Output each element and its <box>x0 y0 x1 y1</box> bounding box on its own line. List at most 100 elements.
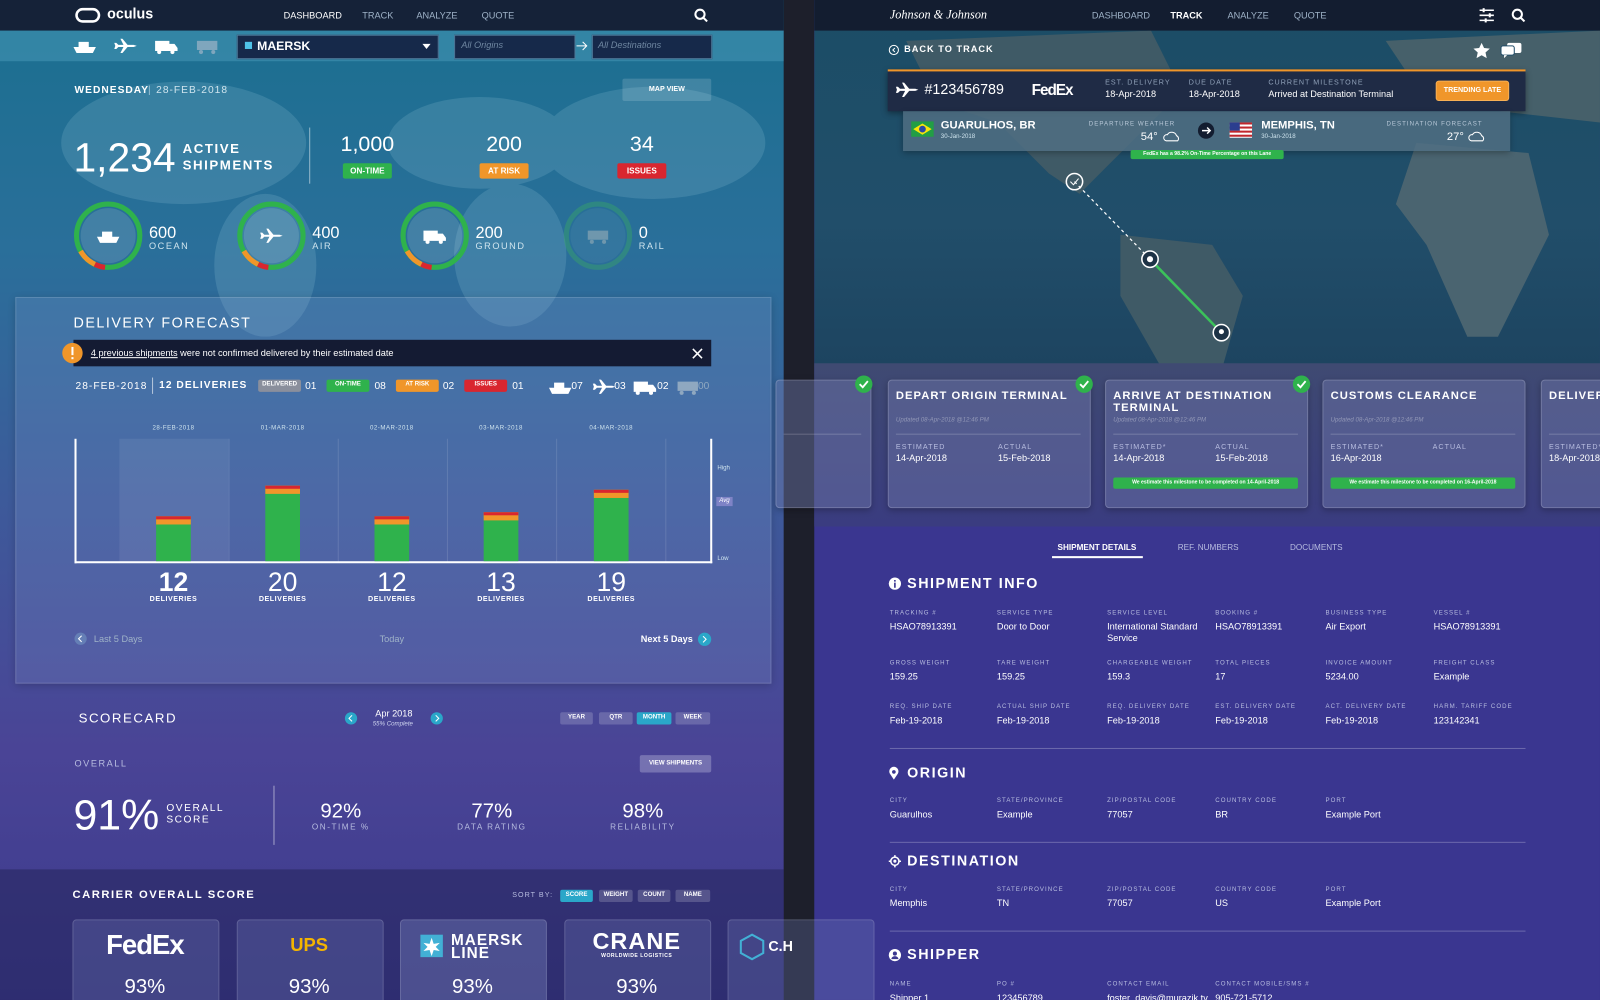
sort-chip[interactable]: NAME <box>683 892 702 899</box>
mode-label: RAIL <box>638 241 666 252</box>
milestone-card[interactable] <box>1540 379 1600 509</box>
nav-link[interactable]: TRACK <box>362 10 394 21</box>
sort-chip-bg[interactable] <box>560 889 593 903</box>
bar-risk <box>374 515 410 525</box>
estimated-label: ESTIMATED* <box>1113 443 1167 451</box>
view-shipments-button-bg[interactable] <box>639 755 712 773</box>
tab[interactable]: DOCUMENTS <box>1290 542 1343 553</box>
range-chip[interactable]: YEAR <box>568 714 586 721</box>
estimated-value: 16-Apr-2018 <box>1330 453 1382 464</box>
overall-label: OVERALL <box>74 758 128 769</box>
status-chip-bg[interactable] <box>342 163 392 179</box>
sort-chip-bg[interactable] <box>637 889 671 903</box>
mode-count: 02 <box>657 380 669 392</box>
field-value: 17 <box>1215 671 1226 683</box>
status-badge-bg[interactable] <box>1436 81 1509 100</box>
summary-chip-bg[interactable] <box>464 379 508 392</box>
field-label: STATE/PROVINCE <box>996 798 1064 805</box>
carrier-logo: C.H <box>768 938 793 955</box>
status-chip-bg[interactable] <box>617 163 667 179</box>
nav-link[interactable]: QUOTE <box>1293 10 1327 21</box>
summary-chip[interactable]: ON-TIME <box>335 381 361 389</box>
summary-chip[interactable]: DELIVERED <box>262 381 298 389</box>
active-label: ACTIVE <box>182 140 241 157</box>
range-chip-bg[interactable] <box>560 712 593 725</box>
status-badge[interactable]: TRENDING LATE <box>1443 86 1502 94</box>
range-chip[interactable]: WEEK <box>683 714 703 721</box>
summary-chip-bg[interactable] <box>326 379 370 392</box>
range-chip-bg[interactable] <box>675 712 711 725</box>
back-link[interactable]: BACK TO TRACK <box>904 44 994 55</box>
field-label: EST. DELIVERY DATE <box>1215 704 1296 711</box>
carrier-value: MAERSK <box>257 38 311 53</box>
destination-input[interactable] <box>591 34 713 60</box>
sort-chip-bg[interactable] <box>675 889 711 903</box>
carrier-score: 93% <box>288 975 330 998</box>
maersk-star <box>420 934 443 958</box>
status-chip[interactable]: ISSUES <box>626 165 657 176</box>
tab[interactable]: REF. NUMBERS <box>1177 542 1239 553</box>
range-chip[interactable]: QTR <box>609 714 623 721</box>
range-chip-bg[interactable] <box>636 712 672 725</box>
range-chip-bg[interactable] <box>598 712 633 725</box>
status-chip-bg[interactable] <box>479 163 529 179</box>
milestone-card[interactable] <box>775 379 872 509</box>
day-label: DELIVERIES <box>258 595 307 603</box>
summary-chip-bg[interactable] <box>258 379 302 392</box>
field-value: Example <box>1433 671 1470 683</box>
view-shipments-button[interactable]: VIEW SHIPMENTS <box>648 759 703 767</box>
field-label: BUSINESS TYPE <box>1325 610 1388 617</box>
field-label: GROSS WEIGHT <box>889 660 951 667</box>
actual-value: 15-Feb-2018 <box>1215 453 1268 464</box>
prev-link[interactable]: Last 5 Days <box>93 634 143 645</box>
milestone-band <box>814 363 1600 527</box>
nav-link[interactable]: DASHBOARD <box>1091 10 1151 21</box>
nav-link[interactable]: QUOTE <box>481 10 515 21</box>
chart-axis-y <box>74 438 77 564</box>
nav-link[interactable]: ANALYZE <box>416 10 458 21</box>
period: Apr 2018 <box>375 708 413 719</box>
check <box>1292 375 1311 393</box>
carrier-card[interactable] <box>72 919 220 1000</box>
tab[interactable]: SHIPMENT DETAILS <box>1057 542 1137 553</box>
carrier-card[interactable] <box>399 919 547 1000</box>
next-link[interactable]: Next 5 Days <box>640 634 693 645</box>
alert-link[interactable]: 4 previous shipments <box>90 347 178 359</box>
divider <box>309 127 311 184</box>
status-value: 200 <box>486 132 522 157</box>
sort-chip[interactable]: COUNT <box>643 892 665 899</box>
chart-column-line <box>446 438 448 563</box>
status-chip[interactable]: AT RISK <box>488 165 521 176</box>
field-value: Example Port <box>1325 898 1381 909</box>
carrier-logo: MAERSK LINE <box>451 931 524 962</box>
carrier-card[interactable] <box>236 919 384 1000</box>
carrier-select[interactable] <box>236 34 439 60</box>
date-value: 28-FEB-2018 <box>156 84 229 96</box>
summary-chip-bg[interactable] <box>395 379 439 392</box>
sort-chip[interactable]: WEIGHT <box>603 892 629 899</box>
mode-label: GROUND <box>475 241 526 252</box>
field-value: 77057 <box>1107 809 1133 820</box>
nav-link[interactable]: TRACK <box>1170 10 1203 21</box>
range-chip[interactable]: MONTH <box>642 714 666 721</box>
milestone-card[interactable] <box>887 379 1091 509</box>
milestone-updated: Updated 08-Apr-2018 @12:46 PM <box>1113 417 1207 424</box>
nav-link[interactable]: ANALYZE <box>1227 10 1269 21</box>
field-label: PORT <box>1325 886 1347 894</box>
sort-chip[interactable]: SCORE <box>565 892 588 899</box>
map-view-button-bg[interactable] <box>622 78 712 102</box>
map-view-button[interactable]: MAP VIEW <box>648 85 685 93</box>
summary-count: 02 <box>442 380 455 392</box>
carrier-card[interactable] <box>564 919 712 1000</box>
nav-link[interactable]: DASHBOARD <box>283 10 342 21</box>
bar-risk <box>483 512 519 521</box>
summary-chip[interactable]: AT RISK <box>405 381 430 389</box>
origin-input[interactable] <box>454 34 576 60</box>
estimated-value: 14-Apr-2018 <box>1113 453 1165 464</box>
today-link[interactable]: Today <box>379 634 405 645</box>
sort-chip-bg[interactable] <box>598 889 633 903</box>
summary-chip[interactable]: ISSUES <box>474 381 497 389</box>
status-chip[interactable]: ON-TIME <box>350 165 385 176</box>
milestone-updated: Updated 08-Apr-2018 @12:46 PM <box>1330 417 1424 424</box>
chat-icon <box>1500 42 1522 59</box>
